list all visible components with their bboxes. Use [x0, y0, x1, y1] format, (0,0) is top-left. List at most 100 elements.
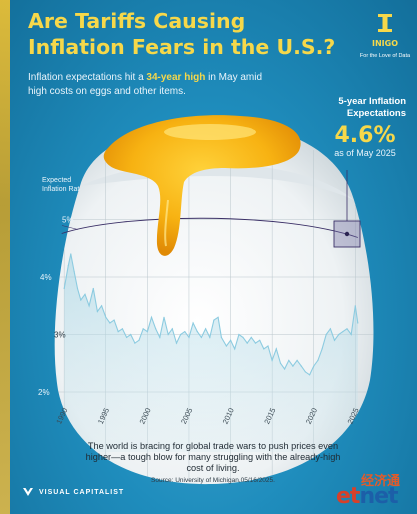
data-point-58 [300, 365, 302, 367]
data-point-29 [180, 333, 182, 336]
data-point-12 [109, 322, 111, 324]
chart-area [64, 254, 358, 452]
data-point-28 [175, 342, 178, 344]
brand: VISUAL CAPITALIST [22, 487, 124, 497]
data-point-35 [205, 328, 207, 330]
y-tick-label-1: 3% [54, 331, 66, 340]
data-point-17 [130, 333, 132, 336]
data-point-31 [188, 336, 190, 338]
data-point-3 [73, 270, 75, 272]
data-point-49 [263, 348, 265, 350]
data-point-71 [354, 305, 356, 307]
data-point-60 [309, 374, 311, 376]
inigo-logo-icon [378, 14, 392, 32]
data-point-13 [113, 319, 115, 321]
data-point-46 [250, 336, 252, 338]
data-point-56 [292, 365, 294, 367]
data-point-41 [230, 339, 232, 341]
data-point-47 [254, 342, 257, 344]
data-point-65 [329, 328, 331, 330]
data-point-10 [101, 305, 103, 307]
callout: 5-year Inflation Expectations 4.6% as of… [296, 96, 406, 158]
data-point-68 [342, 331, 344, 333]
yolk [103, 115, 301, 256]
data-point-39 [220, 336, 222, 338]
data-point-20 [142, 328, 144, 330]
data-point-9 [96, 310, 98, 313]
reference-line-group [61, 217, 358, 238]
highlight-group [333, 170, 361, 248]
logo-tagline: For the Love of Data [359, 53, 411, 59]
brand-name: VISUAL CAPITALIST [39, 488, 125, 496]
data-point-55 [288, 359, 290, 361]
data-point-22 [150, 316, 153, 318]
data-point-52 [275, 348, 277, 350]
subtitle-pre: Inflation expectations hit a [28, 72, 147, 83]
data-point-30 [184, 331, 186, 333]
highlight-point [344, 231, 350, 237]
data-point-45 [246, 342, 248, 344]
data-point-6 [84, 293, 86, 295]
callout-date: as of May 2025 [334, 148, 396, 158]
data-point-69 [346, 328, 348, 330]
y-tick-label-2: 4% [40, 273, 52, 282]
data-point-16 [126, 336, 128, 338]
data-point-43 [238, 333, 240, 336]
data-point-21 [146, 331, 148, 333]
data-point-15 [121, 328, 123, 330]
data-point-32 [192, 322, 194, 324]
data-point-61 [313, 365, 315, 367]
yolk-drip-shine [164, 199, 169, 247]
data-point-51 [271, 359, 273, 361]
data-point-53 [279, 362, 282, 364]
data-point-8 [92, 287, 94, 290]
reference-line-5pct [61, 217, 358, 238]
y-axis-title: Expected Inflation Rate [42, 177, 84, 193]
data-point-38 [217, 316, 219, 318]
data-point-63 [321, 348, 323, 350]
left-edge-strip [0, 0, 10, 514]
data-point-25 [163, 316, 165, 318]
data-point-19 [138, 339, 140, 341]
data-point-64 [325, 333, 327, 336]
data-point-0 [63, 287, 65, 290]
logo-name: INIGO [371, 39, 398, 48]
reference-line-tick [61, 225, 79, 230]
callout-label: 5-year Inflation Expectations [338, 96, 406, 119]
data-point-70 [350, 333, 352, 336]
data-point-62 [317, 359, 319, 361]
data-point-50 [267, 345, 269, 347]
watermark-et: et [336, 484, 360, 509]
data-point-36 [209, 336, 211, 338]
subtitle-post: in May amid high costs on eggs and other… [28, 72, 263, 97]
yolk-highlight [164, 124, 256, 140]
yolk-pool [103, 115, 301, 256]
y-tick-label-0: 2% [38, 388, 50, 397]
chart-line-group [63, 253, 359, 376]
data-point-42 [234, 348, 236, 350]
data-point-18 [134, 342, 136, 344]
watermark-net: net [359, 484, 398, 509]
callout-value: 4.6% [334, 123, 396, 148]
data-point-33 [196, 331, 198, 333]
footer-text: The world is bracing for global trade wa… [85, 441, 341, 473]
y-tick-labels: 2% 3% 4% 5% [38, 216, 74, 398]
data-point-44 [242, 336, 244, 338]
data-point-57 [296, 359, 298, 361]
data-point-66 [333, 339, 336, 341]
data-point-59 [304, 371, 306, 373]
watermark-chinese: 经济通 [361, 474, 401, 489]
data-point-40 [225, 345, 227, 347]
data-point-2 [70, 253, 72, 255]
page-title: Are Tariffs Causing Inflation Fears in t… [28, 9, 336, 59]
data-point-67 [338, 333, 340, 336]
data-point-54 [284, 368, 286, 370]
data-point-37 [213, 319, 215, 321]
y-tick-label-3: 5% [62, 216, 74, 225]
data-point-72 [357, 322, 359, 324]
data-point-27 [171, 328, 173, 330]
subtitle: Inflation expectations hit a 34-year hig… [28, 71, 278, 98]
data-point-48 [259, 339, 261, 341]
data-point-23 [155, 328, 157, 330]
